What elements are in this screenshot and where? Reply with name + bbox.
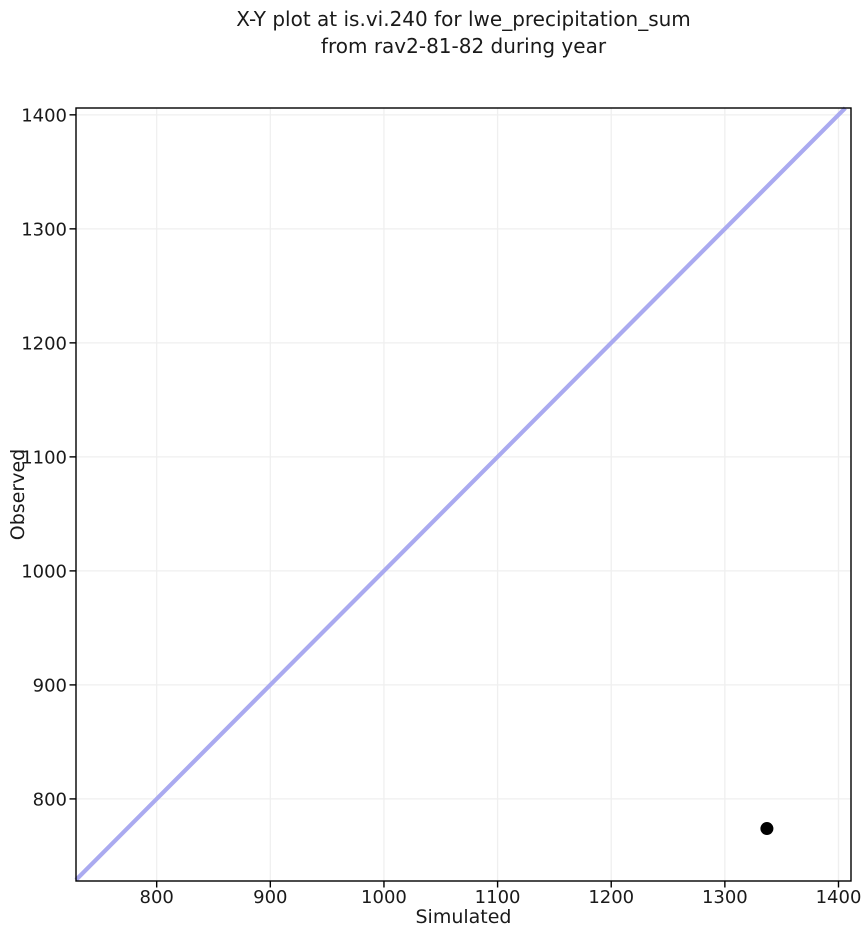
y-tick-label: 1400 — [21, 105, 67, 126]
y-tick-label: 1300 — [21, 219, 67, 240]
data-point — [760, 822, 774, 836]
x-tick-label: 1100 — [475, 887, 521, 908]
x-tick-label: 1200 — [588, 887, 634, 908]
y-tick-label: 900 — [33, 675, 67, 696]
chart-title: X-Y plot at is.vi.240 for lwe_precipitat… — [76, 6, 851, 60]
y-tick-label: 1000 — [21, 561, 67, 582]
identity-line — [74, 106, 847, 882]
x-tick-label: 1300 — [702, 887, 748, 908]
y-axis-label: Observed — [7, 449, 29, 540]
y-tick-label: 1100 — [21, 447, 67, 468]
axes-spines — [75, 107, 852, 882]
y-tick-label: 1200 — [21, 333, 67, 354]
y-tick-label: 800 — [33, 789, 67, 810]
x-tick-label: 800 — [140, 887, 174, 908]
chart-title-line2: from rav2-81-82 during year — [320, 34, 607, 58]
chart-title-line1: X-Y plot at is.vi.240 for lwe_precipitat… — [236, 7, 691, 31]
x-tick-label: 900 — [253, 887, 287, 908]
x-axis-label: Simulated — [415, 906, 511, 928]
x-tick-label: 1400 — [816, 887, 862, 908]
x-tick-label: 1000 — [361, 887, 407, 908]
